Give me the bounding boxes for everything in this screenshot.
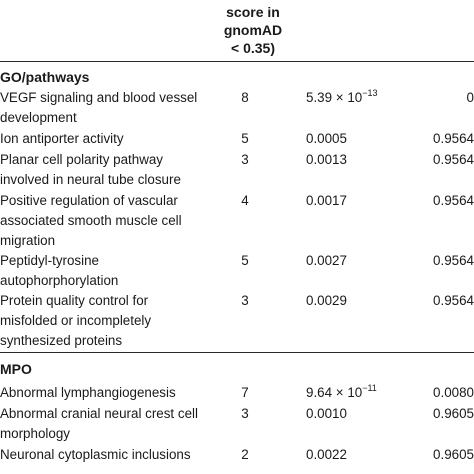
pvalue-cell: 0.0005 [306, 131, 347, 146]
term-cell: Planar cell polarity pathway involved in… [0, 152, 181, 187]
section-title-mpo: MPO [0, 361, 32, 377]
pvalue-cell: 0.0022 [306, 447, 347, 462]
pvalue-cell: 0.0010 [306, 406, 347, 421]
column-header-line-3: < 0.35) [231, 40, 275, 56]
term-cell: Abnormal lymphangiogenesis [0, 385, 176, 400]
section-rule [0, 352, 474, 353]
fdr-cell: 0.9564 [433, 193, 474, 208]
count-cell: 8 [241, 90, 249, 105]
section-title-go-pathways: GO/pathways [0, 69, 90, 85]
count-cell: 3 [241, 406, 249, 421]
term-cell: VEGF signaling and blood vessel developm… [0, 90, 198, 125]
fdr-cell: 0.9564 [433, 131, 474, 146]
pvalue-base: 5.39 × 10 [306, 90, 363, 105]
column-header-line-2: gnomAD [223, 22, 283, 38]
fdr-cell: 0.9564 [433, 152, 474, 167]
fdr-cell: 0.9605 [433, 447, 474, 462]
term-cell: Protein quality control for misfolded or… [0, 293, 152, 348]
count-cell: 5 [241, 131, 249, 146]
fdr-cell: 0.9605 [433, 406, 474, 421]
column-header-line-1: score in [226, 4, 280, 20]
fdr-cell: 0.9564 [433, 293, 474, 308]
count-cell: 7 [241, 385, 249, 400]
pvalue-exponent: −13 [362, 88, 378, 98]
fdr-cell: 0.0080 [433, 385, 474, 400]
count-cell: 2 [241, 447, 249, 462]
term-cell: Abnormal cranial neural crest cell morph… [0, 406, 198, 441]
term-cell: Ion antiporter activity [0, 131, 124, 146]
pvalue-cell: 0.0027 [306, 253, 347, 268]
count-cell: 4 [241, 193, 249, 208]
count-cell: 3 [241, 152, 249, 167]
fdr-cell: 0.9564 [433, 253, 474, 268]
pvalue-cell: 5.39 × 10−13 [306, 88, 378, 108]
pvalue-exponent: −11 [362, 383, 377, 393]
pvalue-cell: 0.0013 [306, 152, 347, 167]
pvalue-cell: 9.64 × 10−11 [306, 383, 377, 403]
header-rule [0, 61, 474, 62]
count-cell: 5 [241, 253, 249, 268]
pvalue-base: 9.64 × 10 [306, 385, 363, 400]
table-header: score in gnomAD < 0.35) [0, 0, 474, 60]
term-cell: Positive regulation of vascular associat… [0, 193, 182, 248]
term-cell: Peptidyl-tyrosine autophorphorylation [0, 253, 119, 288]
count-cell: 3 [241, 293, 249, 308]
term-cell: Neuronal cytoplasmic inclusions [0, 447, 191, 462]
fdr-cell: 0 [466, 90, 474, 105]
pvalue-cell: 0.0029 [306, 293, 347, 308]
pvalue-cell: 0.0017 [306, 193, 347, 208]
